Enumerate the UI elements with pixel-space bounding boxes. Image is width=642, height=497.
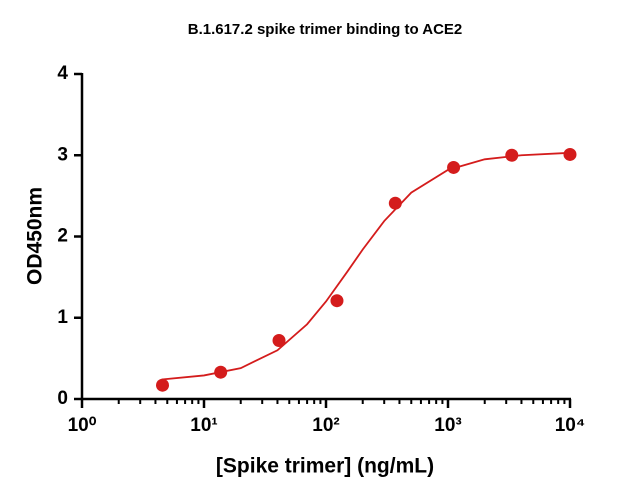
data-point (505, 148, 519, 162)
y-tick-label: 4 (57, 63, 68, 84)
data-point (447, 160, 461, 174)
data-point (156, 378, 170, 392)
data-point (272, 334, 286, 347)
y-tick-label: 3 (57, 144, 68, 165)
x-axis-label: [Spike trimer] (ng/mL) (216, 455, 434, 478)
y-tick-label: 0 (57, 388, 68, 409)
y-tick-label: 2 (57, 226, 68, 247)
y-axis-label: OD450nm (24, 187, 47, 285)
x-tick-label: 10⁴ (555, 415, 586, 436)
data-point (388, 196, 402, 210)
chart-title: B.1.617.2 spike trimer binding to ACE2 (188, 21, 463, 38)
x-tick-label: 10¹ (190, 415, 217, 436)
fit-curve (161, 151, 571, 381)
y-tick-label: 1 (57, 307, 68, 328)
data-point (214, 365, 228, 379)
x-tick-label: 10⁰ (68, 415, 97, 436)
data-point (330, 294, 344, 308)
x-tick-label: 10² (312, 415, 339, 436)
data-point (563, 147, 577, 161)
x-tick-label: 10³ (434, 415, 461, 436)
